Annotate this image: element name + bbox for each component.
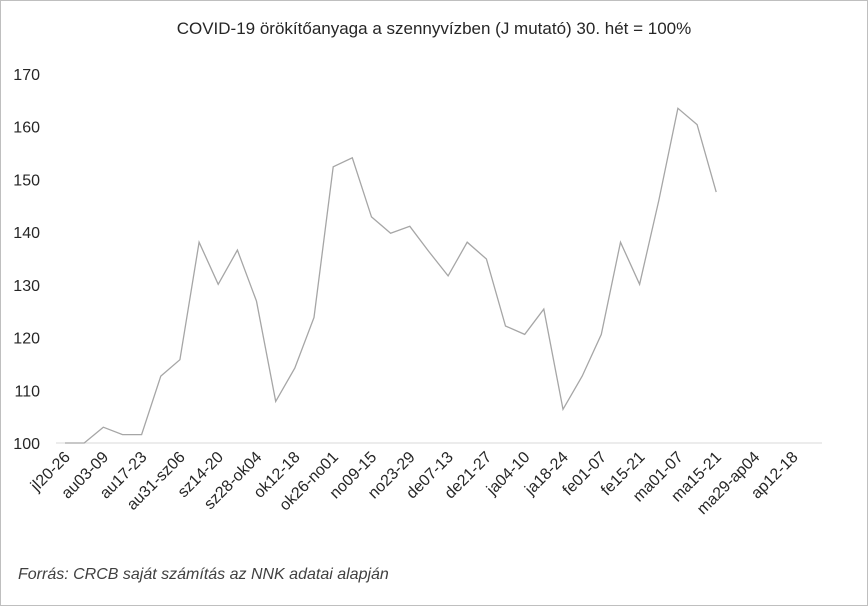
y-tick-label: 120 <box>13 331 40 348</box>
y-tick-label: 170 <box>13 67 40 84</box>
chart-title: COVID-19 örökítőanyaga a szennyvízben (J… <box>176 19 692 38</box>
y-tick-label: 160 <box>13 120 40 137</box>
series-line <box>65 107 717 444</box>
y-tick-label: 150 <box>13 172 40 189</box>
source-note: Forrás: CRCB saját számítás az NNK adata… <box>18 566 389 583</box>
y-tick-label: 110 <box>14 383 40 400</box>
y-tick-label: 100 <box>13 436 40 453</box>
y-tick-label: 140 <box>13 225 40 242</box>
x-axis-labels: jl20-26au03-09au17-23au31-sz06sz14-20sz2… <box>27 449 802 518</box>
y-tick-label: 130 <box>13 278 40 295</box>
y-axis-labels: 100 110 120 130 140 150 160 170 <box>13 67 40 453</box>
